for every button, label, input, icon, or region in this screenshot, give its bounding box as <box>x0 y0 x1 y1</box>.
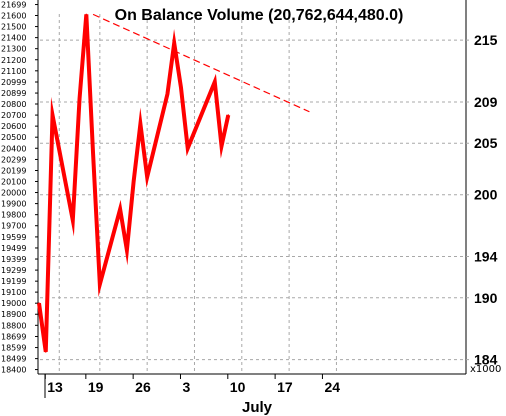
right-tick-label: 184 <box>474 352 498 368</box>
obv-point <box>213 81 216 83</box>
obv-point <box>173 42 175 44</box>
x-tick-label: 17 <box>277 379 293 395</box>
left-tick-label: 19499 <box>1 244 26 253</box>
obv-point <box>38 302 40 304</box>
right-tick-label: 194 <box>474 249 498 265</box>
left-tick-label: 19900 <box>1 200 26 209</box>
left-tick-label: 20500 <box>1 133 26 142</box>
left-tick-label: 20400 <box>1 144 26 153</box>
obv-point <box>44 351 47 353</box>
obv-point <box>119 208 121 210</box>
obv-point <box>186 147 189 150</box>
left-tick-label: 18499 <box>1 355 26 364</box>
obv-point <box>132 180 135 183</box>
obv-point <box>99 283 101 286</box>
obv-series-line <box>37 14 231 353</box>
right-tick-label: 215 <box>474 32 498 48</box>
left-tick-label: 19599 <box>1 233 26 242</box>
obv-point <box>126 249 128 251</box>
left-tick-label: 21600 <box>1 11 26 20</box>
obv-point <box>85 13 88 16</box>
obv-point <box>227 114 230 116</box>
left-tick-label: 19399 <box>1 255 26 264</box>
left-tick-label: 21699 <box>1 1 26 10</box>
x-axis: 13 19 26 3 10 17 24 <box>44 374 340 398</box>
trendline <box>92 13 310 113</box>
obv-point <box>180 86 182 89</box>
left-tick-label: 20600 <box>1 122 26 131</box>
x-tick-label: 13 <box>47 379 63 395</box>
left-tick-label: 18800 <box>1 321 26 330</box>
right-tick-label: 209 <box>474 94 498 110</box>
series-layer <box>37 13 310 353</box>
obv-point <box>51 114 54 116</box>
left-tick-label: 19100 <box>1 288 26 297</box>
left-tick-label: 19000 <box>1 299 26 308</box>
plot-frame <box>37 0 467 375</box>
right-tick-label: 200 <box>474 187 498 203</box>
left-tick-label: 19800 <box>1 211 26 220</box>
x-tick-label: 24 <box>324 379 340 395</box>
x-tick-label: 26 <box>135 379 151 395</box>
left-tick-label: 21500 <box>1 23 26 32</box>
left-tick-label: 18699 <box>1 332 26 341</box>
right-tick-label: 190 <box>474 290 498 306</box>
left-tick-label: 18400 <box>1 366 26 375</box>
left-tick-label: 21100 <box>1 67 26 76</box>
obv-point <box>220 145 223 147</box>
left-tick-label: 21400 <box>1 34 26 43</box>
left-tick-label: 20899 <box>1 89 26 98</box>
month-label: July <box>242 399 273 416</box>
left-tick-label: 20700 <box>1 111 26 120</box>
x-tick-label: 3 <box>182 379 190 395</box>
obv-point <box>166 93 169 95</box>
right-multiplier: x1000 <box>470 364 501 375</box>
left-tick-label: 18599 <box>1 344 26 353</box>
obv-point <box>139 123 142 125</box>
left-tick-label: 21200 <box>1 56 26 65</box>
right-axis: 215 209 205 200 194 190 184 <box>474 32 498 367</box>
obv-point <box>78 97 81 100</box>
obv-point <box>92 153 94 155</box>
x-tick-label: 19 <box>88 379 104 395</box>
left-tick-label: 19700 <box>1 222 26 231</box>
left-tick-label: 20999 <box>1 78 26 87</box>
right-tick-label: 205 <box>474 135 498 151</box>
left-tick-label: 21300 <box>1 45 26 54</box>
left-tick-label: 20000 <box>1 189 26 198</box>
left-tick-label: 20800 <box>1 100 26 109</box>
obv-point <box>72 219 74 221</box>
chart-title: On Balance Volume (20,762,644,480.0) <box>115 7 404 24</box>
left-tick-label: 18900 <box>1 310 26 319</box>
obv-point <box>146 176 148 178</box>
left-tick-label: 20199 <box>1 167 26 176</box>
left-tick-label: 20100 <box>1 177 26 186</box>
left-tick-label: 20299 <box>1 155 26 164</box>
left-tick-label: 19199 <box>1 277 26 286</box>
left-tick-label: 19299 <box>1 266 26 275</box>
x-tick-label: 10 <box>230 379 246 395</box>
grid <box>40 14 472 374</box>
